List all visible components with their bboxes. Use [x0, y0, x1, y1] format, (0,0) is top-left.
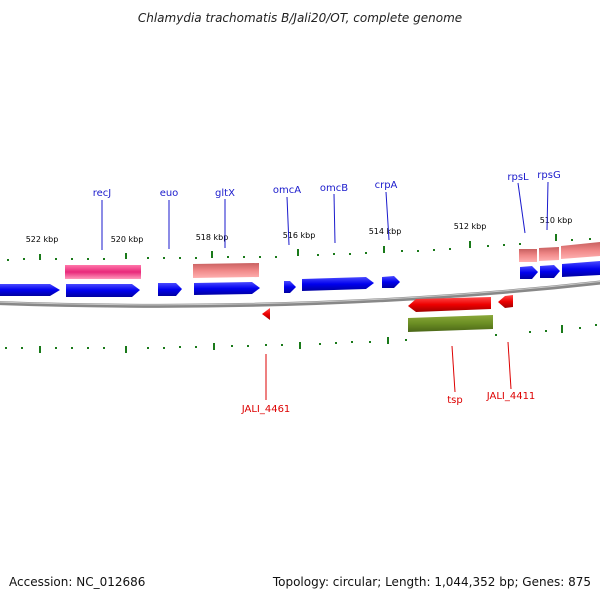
top-gene-labels: recJ euo gltX omcA omcB crpA rpsL rpsG — [93, 170, 561, 199]
scale-label: 520 kbp — [111, 235, 144, 244]
gene-arrow[interactable] — [540, 265, 560, 278]
gene-label-crpA[interactable]: crpA — [375, 180, 398, 191]
genome-backbone-highlight — [0, 281, 600, 306]
gene-label-rpsG[interactable]: rpsG — [537, 170, 560, 181]
scale-label: 522 kbp — [26, 235, 59, 244]
top-label-leaders — [101, 181, 549, 250]
genome-backbone — [0, 280, 600, 308]
gene-label-tsp[interactable]: tsp — [447, 395, 462, 406]
gene-label-JALI_4461[interactable]: JALI_4461 — [241, 404, 291, 415]
tick-row-top — [7, 234, 591, 261]
gene-label-recJ[interactable]: recJ — [93, 188, 112, 199]
scale-label: 518 kbp — [196, 233, 229, 242]
topology-text: Topology: circular; Length: 1,044,352 bp… — [272, 575, 591, 589]
feature-block[interactable] — [519, 249, 537, 262]
feature-block-gltX[interactable] — [193, 263, 259, 278]
bottom-gene-labels: JALI_4461 tsp JALI_4411 — [241, 391, 536, 415]
scale-label: 510 kbp — [540, 216, 573, 225]
accession-text: Accession: NC_012686 — [9, 575, 145, 589]
genome-title: Chlamydia trachomatis B/Jali20/OT, compl… — [138, 11, 462, 25]
gene-label-euo[interactable]: euo — [160, 188, 179, 199]
gene-arrow[interactable] — [520, 266, 538, 279]
scale-label: 512 kbp — [454, 222, 487, 231]
feature-block[interactable] — [539, 247, 559, 261]
feature-block[interactable] — [561, 242, 600, 259]
gene-label-omcB[interactable]: omcB — [320, 183, 348, 194]
gene-arrow[interactable] — [408, 297, 491, 312]
gene-arrow[interactable] — [0, 284, 60, 296]
gene-arrow[interactable] — [262, 308, 270, 320]
rrna-trna-features[interactable] — [65, 242, 600, 279]
tick-row-bottom — [5, 324, 597, 353]
scale-labels: 522 kbp 520 kbp 518 kbp 516 kbp 514 kbp … — [26, 216, 573, 244]
scale-label: 514 kbp — [369, 227, 402, 236]
gene-label-omcA[interactable]: omcA — [273, 185, 301, 196]
scale-label: 516 kbp — [283, 231, 316, 240]
gene-arrow[interactable] — [498, 295, 513, 308]
gene-label-gltX[interactable]: gltX — [215, 188, 235, 199]
gene-label-rpsL[interactable]: rpsL — [507, 172, 529, 183]
gene-arrow[interactable] — [194, 282, 260, 295]
olive-feature-block[interactable] — [408, 315, 493, 332]
gene-arrow[interactable] — [302, 277, 374, 291]
bottom-label-leaders — [265, 341, 512, 400]
gene-arrow[interactable] — [382, 276, 400, 288]
gene-arrow[interactable] — [284, 281, 296, 293]
reverse-strand-genes[interactable] — [262, 295, 513, 332]
gene-arrow[interactable] — [158, 283, 182, 296]
feature-block-recJ[interactable] — [65, 265, 141, 279]
gene-arrow[interactable] — [66, 284, 140, 297]
gene-arrow[interactable] — [562, 261, 600, 277]
gene-label-JALI_4411[interactable]: JALI_4411 — [486, 391, 536, 402]
forward-strand-genes[interactable] — [0, 261, 600, 297]
